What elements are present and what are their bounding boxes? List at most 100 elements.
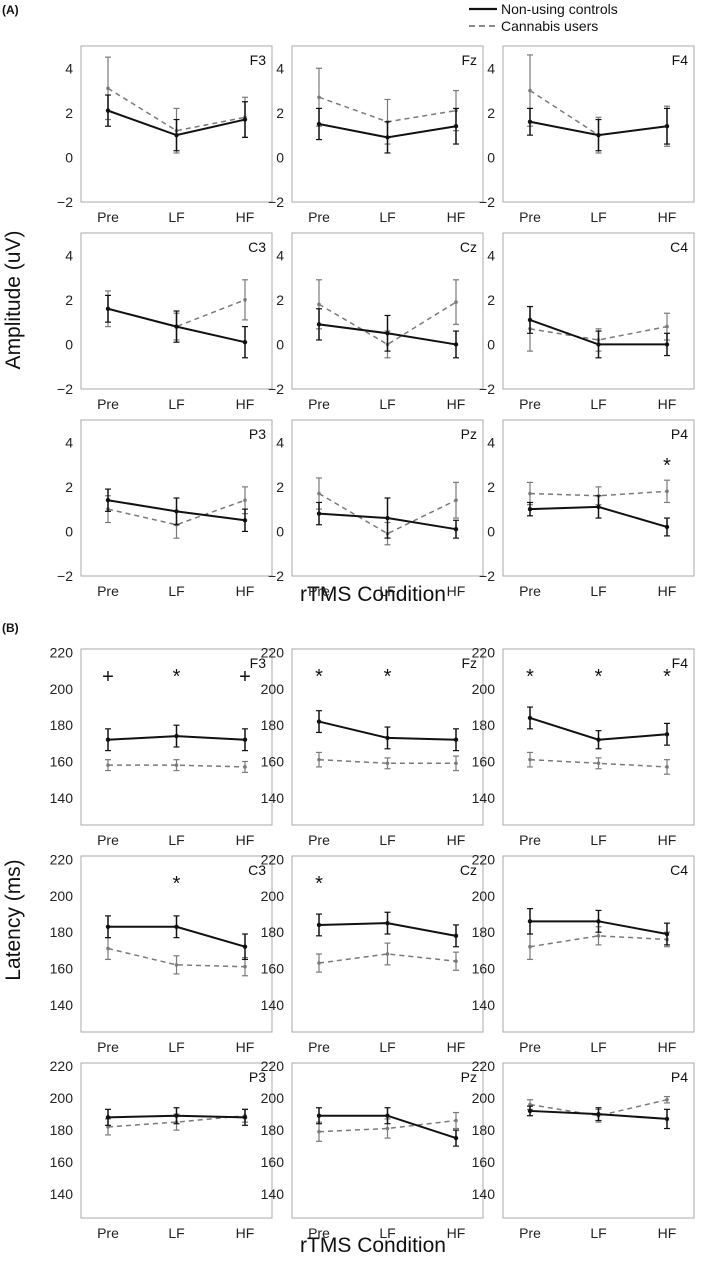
y-tick-label: −2 [268, 568, 284, 584]
x-tick-label: Pre [308, 583, 330, 599]
y-tick-label: 0 [276, 523, 284, 539]
y-tick-label: 220 [50, 645, 74, 661]
electrode-label: P3 [249, 426, 266, 442]
significance-mark: + [102, 666, 114, 688]
controls-point [596, 342, 601, 347]
controls-point [105, 498, 111, 503]
x-tick-label: LF [379, 396, 395, 412]
subplot-a-fz: −2 0 2 4 Pre LF HF Fz [268, 45, 484, 225]
users-point [528, 491, 532, 496]
y-tick-label: 160 [50, 1154, 74, 1170]
y-tick-label: 200 [50, 681, 74, 697]
subplot-frame [80, 855, 273, 1033]
y-tick-label: 140 [50, 997, 74, 1013]
significance-mark: * [384, 666, 392, 688]
controls-point [316, 922, 322, 928]
electrode-label: F3 [250, 655, 267, 671]
controls-point [596, 737, 601, 742]
y-tick-label: 200 [472, 681, 496, 697]
y-tick-label: 180 [261, 924, 285, 940]
x-tick-label: HF [236, 1225, 255, 1241]
users-point [528, 757, 532, 762]
y-tick-label: 220 [261, 645, 285, 661]
x-tick-label: Pre [519, 209, 541, 225]
electrode-label: F4 [672, 52, 689, 68]
y-tick-label: 160 [472, 1154, 496, 1170]
electrode-label: C4 [670, 862, 688, 878]
y-tick-label: 2 [276, 292, 284, 308]
subplot-a-f3: −2 0 2 4 Pre LF HF F3 [57, 45, 273, 225]
users-point [243, 765, 247, 769]
y-tick-label: 200 [50, 888, 74, 904]
users-point [243, 964, 247, 969]
significance-mark: * [663, 666, 671, 688]
controls-point [385, 135, 390, 140]
y-tick-label: 200 [261, 1090, 285, 1106]
y-tick-label: −2 [268, 381, 284, 397]
y-tick-label: 2 [276, 105, 284, 121]
x-tick-label: HF [658, 583, 677, 599]
x-tick-label: Pre [97, 1039, 119, 1055]
subplot-b-p3: 140 160 180 200 220 Pre LF HF P3 [50, 1058, 273, 1241]
controls-point [664, 1116, 670, 1122]
x-tick-label: HF [658, 209, 677, 225]
controls-point [596, 504, 601, 510]
significance-mark: * [526, 666, 534, 688]
y-tick-label: 4 [276, 60, 284, 76]
x-tick-label: HF [447, 1039, 466, 1055]
y-tick-label: 2 [65, 292, 73, 308]
x-tick-label: LF [590, 209, 606, 225]
y-tick-label: 180 [50, 1122, 74, 1138]
y-tick-label: 180 [472, 924, 496, 940]
y-tick-label: 180 [50, 924, 74, 940]
x-axis-label-a: rTMS Condition [300, 583, 446, 606]
y-tick-label: −2 [479, 568, 495, 584]
y-tick-label: 180 [261, 717, 285, 733]
subplot-frame [502, 232, 695, 390]
users-point [174, 963, 179, 967]
users-series-line [107, 299, 246, 328]
users-point [243, 298, 247, 302]
controls-point [596, 1111, 601, 1117]
y-axis-label-b: Latency (ms) [2, 859, 25, 980]
y-tick-label: 140 [472, 1186, 496, 1202]
electrode-label: P4 [671, 1069, 688, 1085]
electrode-label: C3 [248, 239, 266, 255]
x-tick-label: LF [379, 583, 395, 599]
users-point [454, 761, 458, 766]
x-tick-label: HF [447, 396, 466, 412]
x-tick-label: LF [379, 209, 395, 225]
controls-point [316, 511, 322, 516]
y-tick-label: −2 [268, 194, 284, 210]
controls-point [174, 924, 179, 929]
subplot-b-cz: 140 160 180 200 220 Pre LF HF Cz * [261, 852, 484, 1055]
y-tick-label: 140 [261, 790, 285, 806]
users-series-line [107, 87, 246, 132]
y-tick-label: 4 [65, 434, 73, 450]
controls-point [105, 108, 111, 113]
subplot-b-c4: 140 160 180 200 220 Pre LF HF C4 [472, 852, 695, 1055]
significance-mark: * [595, 666, 603, 688]
subplot-a-p3: −2 0 2 4 Pre LF HF P3 [57, 419, 273, 599]
controls-point [174, 733, 179, 739]
controls-point [316, 322, 322, 327]
controls-point [105, 306, 111, 311]
subplot-a-f4: −2 0 2 4 Pre LF HF F4 [479, 45, 695, 225]
y-tick-label: 200 [50, 1090, 74, 1106]
controls-point [385, 920, 390, 926]
x-tick-label: HF [658, 1039, 677, 1055]
x-tick-label: LF [168, 1225, 184, 1241]
significance-mark: * [315, 666, 323, 688]
users-series-line [107, 499, 246, 526]
users-point [454, 498, 458, 503]
subplot-frame [291, 232, 484, 390]
controls-point [596, 919, 601, 924]
users-point [596, 761, 601, 766]
y-tick-label: 180 [50, 717, 74, 733]
controls-point [664, 732, 670, 737]
electrode-label: P3 [249, 1069, 266, 1085]
x-tick-label: Pre [97, 583, 119, 599]
users-point [665, 489, 669, 494]
controls-point [527, 317, 533, 323]
users-point [106, 763, 110, 767]
